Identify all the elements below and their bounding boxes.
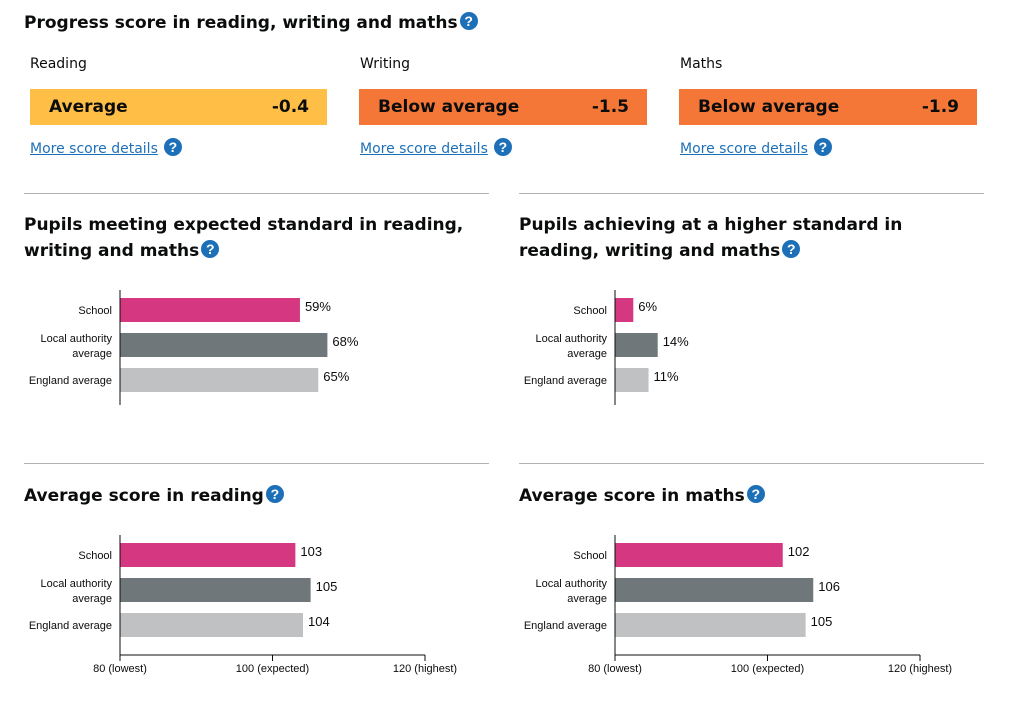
chart-title-expected: Pupils meeting expected standard in read… bbox=[24, 215, 464, 261]
category-label-local-authority-average: Local authority average bbox=[535, 333, 607, 360]
help-icon[interactable]: ? bbox=[493, 138, 512, 156]
reading-more-details: More score details? bbox=[30, 138, 182, 158]
bar-school bbox=[120, 298, 300, 322]
progress-title: Progress score in reading, writing and m… bbox=[24, 10, 478, 36]
category-label-england-average: England average bbox=[524, 375, 607, 387]
value-label-school: 59% bbox=[305, 299, 331, 314]
score-value: -1.5 bbox=[591, 97, 629, 117]
bar-local-authority-average bbox=[120, 333, 328, 357]
maths-more-details: More score details? bbox=[680, 138, 832, 158]
category-label-england-average: England average bbox=[29, 620, 112, 632]
help-icon[interactable]: ? bbox=[265, 485, 284, 503]
bar-england-average bbox=[120, 368, 319, 392]
category-label-local-authority-average: Local authority average bbox=[40, 333, 112, 360]
expected-standard-chart: School 59% Local authority average 68% Englan… bbox=[29, 290, 359, 405]
chart-title-higher: Pupils achieving at a higher standard in… bbox=[519, 215, 903, 261]
more-score-details-link[interactable]: More score details bbox=[360, 141, 488, 157]
value-label-school: 103 bbox=[300, 544, 322, 559]
x-tick-label: 80 (lowest) bbox=[93, 663, 147, 675]
x-tick-label: 100 (expected) bbox=[731, 663, 804, 675]
value-label-local-authority-average: 14% bbox=[663, 334, 689, 349]
score-value: -0.4 bbox=[271, 97, 309, 117]
reading-subject-label: Reading bbox=[30, 56, 87, 72]
help-icon[interactable]: ? bbox=[746, 485, 765, 503]
section-divider bbox=[519, 193, 984, 194]
category-label-england-average: England average bbox=[524, 620, 607, 632]
bar-school bbox=[615, 298, 634, 322]
bar-school bbox=[615, 543, 783, 567]
value-label-school: 6% bbox=[638, 299, 657, 314]
x-tick-label: 100 (expected) bbox=[236, 663, 309, 675]
x-tick-label: 120 (highest) bbox=[888, 663, 952, 675]
writing-score-badge: Below average -1.5 bbox=[359, 89, 647, 125]
maths-subject-label: Maths bbox=[680, 56, 723, 72]
help-icon[interactable]: ? bbox=[459, 12, 478, 30]
value-label-england-average: 105 bbox=[811, 614, 833, 629]
writing-more-details: More score details? bbox=[360, 138, 512, 158]
value-label-england-average: 104 bbox=[308, 614, 330, 629]
score-band: Below average bbox=[378, 97, 520, 117]
bar-local-authority-average bbox=[120, 578, 311, 602]
help-icon[interactable]: ? bbox=[782, 240, 801, 258]
x-tick-label: 80 (lowest) bbox=[588, 663, 642, 675]
writing-subject-label: Writing bbox=[360, 56, 410, 72]
category-label-local-authority-average: Local authority average bbox=[40, 578, 112, 605]
category-label-england-average: England average bbox=[29, 375, 112, 387]
help-icon[interactable]: ? bbox=[163, 138, 182, 156]
value-label-england-average: 11% bbox=[654, 369, 679, 384]
maths-score-badge: Below average -1.9 bbox=[679, 89, 977, 125]
bar-school bbox=[120, 543, 296, 567]
bar-england-average bbox=[120, 613, 303, 637]
bar-local-authority-average bbox=[615, 578, 814, 602]
value-label-local-authority-average: 68% bbox=[332, 334, 358, 349]
reading-score-badge: Average -0.4 bbox=[30, 89, 327, 125]
score-band: Average bbox=[49, 97, 128, 117]
category-label-school: School bbox=[78, 550, 112, 562]
help-icon[interactable]: ? bbox=[813, 138, 832, 156]
value-label-england-average: 65% bbox=[323, 369, 349, 384]
value-label-local-authority-average: 106 bbox=[818, 579, 840, 594]
bar-england-average bbox=[615, 368, 649, 392]
section-divider bbox=[519, 463, 984, 464]
category-label-local-authority-average: Local authority average bbox=[535, 578, 607, 605]
higher-standard-chart: School 6% Local authority average 14% England… bbox=[524, 290, 689, 405]
chart-title-reading: Average score in reading? bbox=[24, 483, 489, 509]
category-label-school: School bbox=[573, 305, 607, 317]
category-label-school: School bbox=[573, 550, 607, 562]
x-tick-label: 120 (highest) bbox=[393, 663, 457, 675]
more-score-details-link[interactable]: More score details bbox=[680, 141, 808, 157]
chart-title-maths: Average score in maths? bbox=[519, 483, 984, 509]
bar-local-authority-average bbox=[615, 333, 658, 357]
section-divider bbox=[24, 463, 489, 464]
value-label-local-authority-average: 105 bbox=[316, 579, 338, 594]
section-divider bbox=[24, 193, 489, 194]
help-icon[interactable]: ? bbox=[201, 240, 220, 258]
bar-england-average bbox=[615, 613, 806, 637]
maths-score-chart: School 102 Local authority average 106 Englan… bbox=[524, 535, 952, 675]
value-label-school: 102 bbox=[788, 544, 810, 559]
score-value: -1.9 bbox=[921, 97, 959, 117]
category-label-school: School bbox=[78, 305, 112, 317]
reading-score-chart: School 103 Local authority average 105 Englan… bbox=[29, 535, 457, 675]
score-band: Below average bbox=[698, 97, 840, 117]
more-score-details-link[interactable]: More score details bbox=[30, 141, 158, 157]
